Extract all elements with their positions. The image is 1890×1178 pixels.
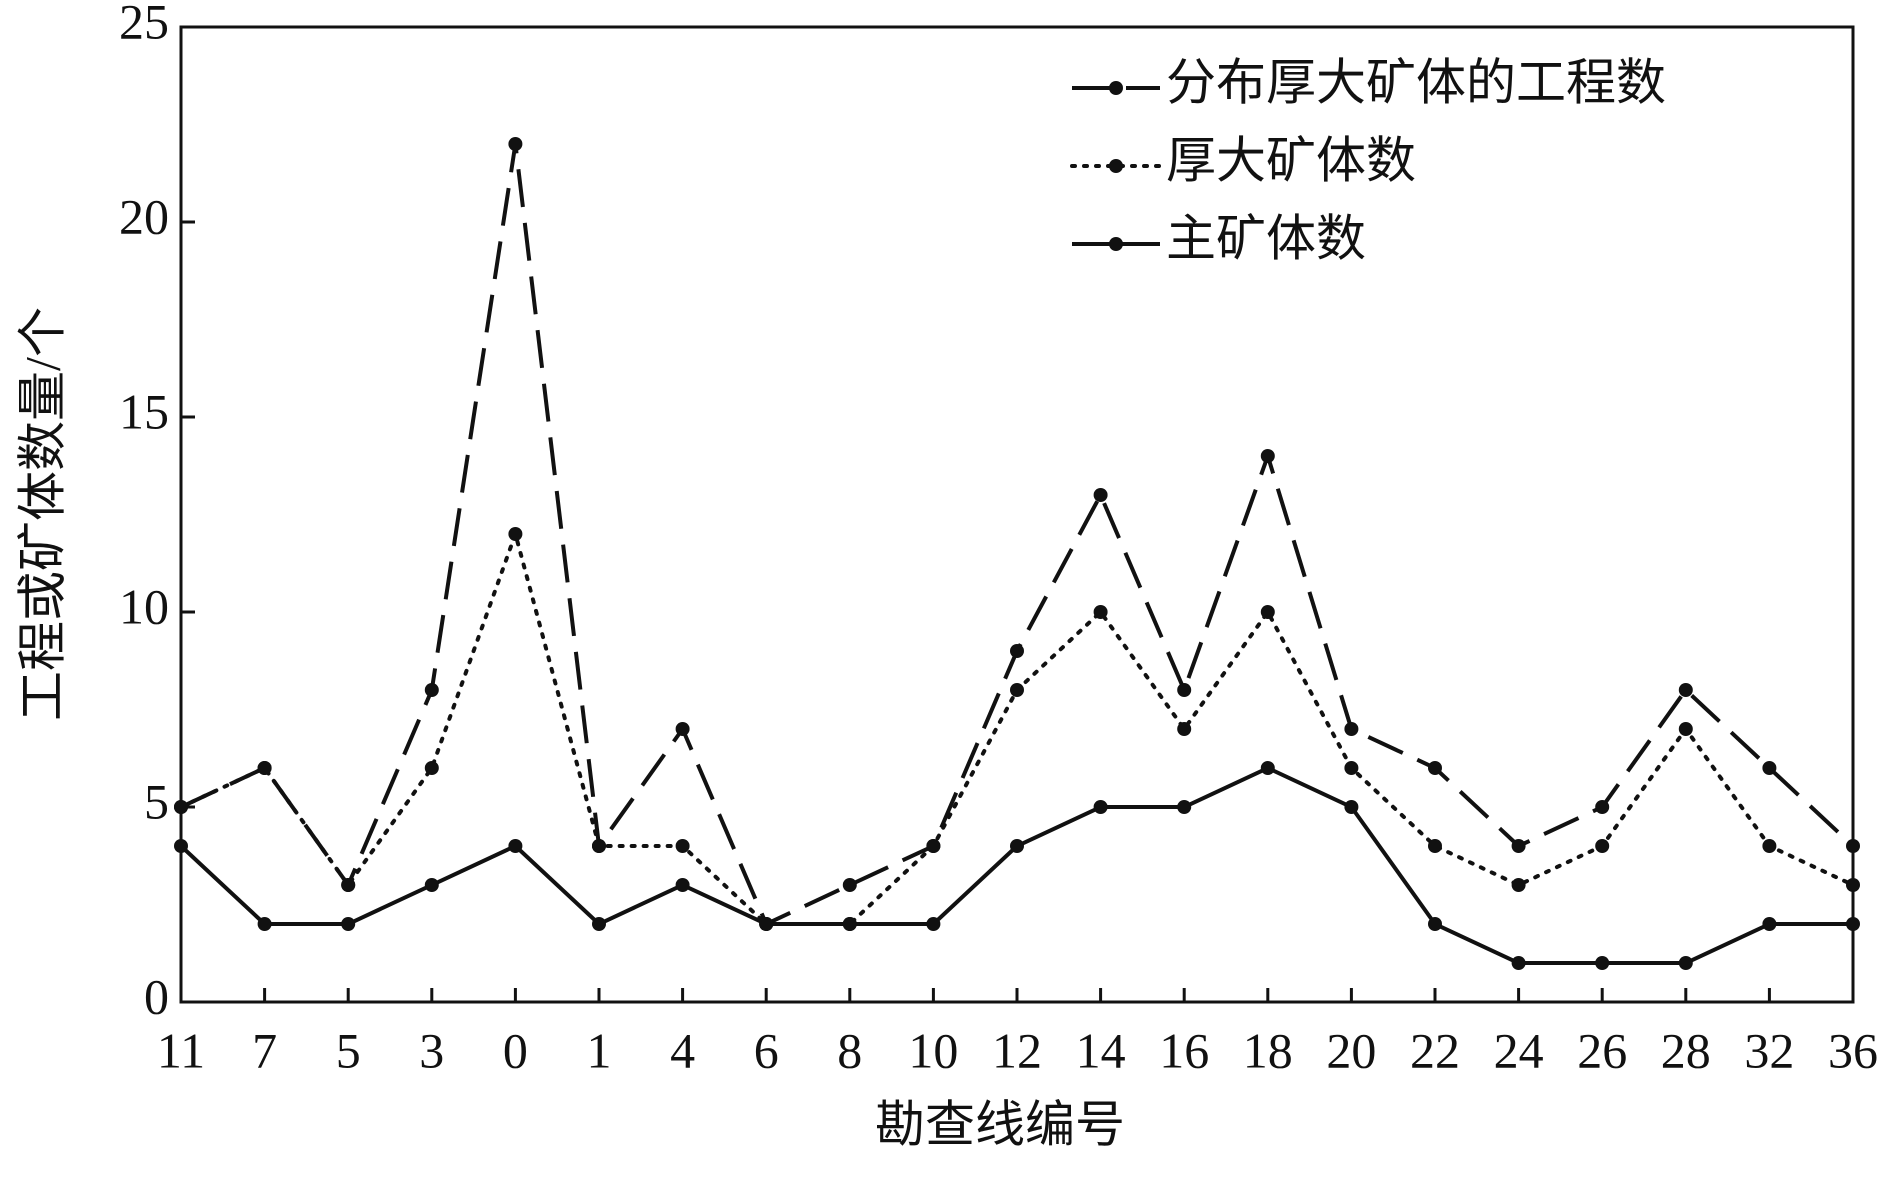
x-tick-label: 36 bbox=[1828, 1022, 1878, 1078]
series-line bbox=[179, 532, 1855, 926]
data-point bbox=[759, 917, 774, 931]
data-point bbox=[1177, 722, 1192, 736]
data-point bbox=[842, 917, 857, 931]
data-point bbox=[592, 917, 606, 931]
legend-label: 主矿体数 bbox=[1166, 210, 1366, 266]
data-point bbox=[1177, 683, 1192, 697]
data-point bbox=[257, 917, 272, 931]
data-point bbox=[1260, 761, 1275, 775]
x-tick-label: 22 bbox=[1410, 1022, 1460, 1078]
data-point bbox=[1010, 839, 1024, 853]
data-point bbox=[424, 761, 439, 775]
data-point bbox=[926, 839, 941, 853]
data-point bbox=[1762, 917, 1777, 931]
data-point bbox=[1678, 722, 1693, 736]
data-point bbox=[1846, 917, 1860, 931]
legend-marker bbox=[1109, 159, 1123, 173]
data-point bbox=[174, 800, 188, 814]
x-tick-label: 26 bbox=[1577, 1022, 1627, 1078]
legend-label: 分布厚大矿体的工程数 bbox=[1166, 54, 1666, 110]
x-tick-label: 14 bbox=[1076, 1022, 1126, 1078]
data-point bbox=[257, 761, 272, 775]
data-point bbox=[1595, 956, 1610, 970]
legend-marker bbox=[1109, 237, 1123, 251]
data-point bbox=[1093, 800, 1108, 814]
x-tick-label: 28 bbox=[1661, 1022, 1711, 1078]
data-point bbox=[341, 878, 356, 892]
data-point bbox=[1428, 761, 1442, 775]
x-tick-label: 4 bbox=[670, 1022, 695, 1078]
x-tick-label: 32 bbox=[1744, 1022, 1794, 1078]
data-point bbox=[1260, 449, 1275, 463]
data-point bbox=[1846, 878, 1860, 892]
data-point bbox=[508, 527, 523, 541]
data-point bbox=[1344, 800, 1359, 814]
x-tick-label: 8 bbox=[837, 1022, 862, 1078]
data-point bbox=[1511, 956, 1526, 970]
x-tick-label: 20 bbox=[1326, 1022, 1376, 1078]
data-point bbox=[1260, 605, 1275, 619]
data-point bbox=[341, 917, 356, 931]
x-tick-label: 5 bbox=[336, 1022, 361, 1078]
data-point bbox=[424, 683, 439, 697]
y-tick-label: 0 bbox=[144, 968, 169, 1024]
data-point bbox=[1762, 761, 1777, 775]
series-line bbox=[179, 766, 1853, 965]
x-tick-label: 6 bbox=[754, 1022, 779, 1078]
data-point bbox=[174, 839, 188, 853]
x-tick-label: 10 bbox=[908, 1022, 958, 1078]
x-axis-label: 勘查线编号 bbox=[875, 1096, 1125, 1152]
x-tick-label: 18 bbox=[1243, 1022, 1293, 1078]
x-tick-label: 1 bbox=[587, 1022, 612, 1078]
data-point bbox=[675, 878, 690, 892]
y-tick-label: 5 bbox=[144, 773, 169, 829]
data-point bbox=[1177, 800, 1192, 814]
data-point bbox=[1093, 488, 1108, 502]
data-point bbox=[1511, 839, 1526, 853]
x-tick-label: 3 bbox=[419, 1022, 444, 1078]
data-point bbox=[1846, 839, 1860, 853]
y-tick-label: 10 bbox=[119, 578, 169, 634]
data-point bbox=[1511, 878, 1526, 892]
x-tick-label: 12 bbox=[992, 1022, 1042, 1078]
data-point bbox=[1344, 761, 1359, 775]
y-tick-label: 25 bbox=[119, 0, 169, 49]
data-point bbox=[592, 839, 606, 853]
data-point bbox=[1010, 644, 1024, 658]
data-point bbox=[675, 722, 690, 736]
x-tick-label: 16 bbox=[1159, 1022, 1209, 1078]
legend-label: 厚大矿体数 bbox=[1166, 132, 1416, 188]
data-point bbox=[1428, 839, 1442, 853]
y-tick-label: 20 bbox=[119, 188, 169, 244]
data-point bbox=[1093, 605, 1108, 619]
data-point bbox=[508, 839, 523, 853]
data-point bbox=[842, 878, 857, 892]
data-point bbox=[424, 878, 439, 892]
x-tick-label: 11 bbox=[157, 1022, 205, 1078]
data-point bbox=[1428, 917, 1442, 931]
data-point bbox=[1344, 722, 1359, 736]
plot-frame bbox=[179, 25, 1855, 1004]
x-tick-label: 24 bbox=[1494, 1022, 1544, 1078]
data-point bbox=[508, 137, 523, 151]
data-point bbox=[1762, 839, 1777, 853]
data-point bbox=[926, 917, 941, 931]
y-axis-label: 工程或矿体数量/个 bbox=[14, 307, 70, 721]
data-point bbox=[1595, 800, 1610, 814]
x-tick-label: 7 bbox=[252, 1022, 277, 1078]
data-point bbox=[1595, 839, 1610, 853]
x-tick-label: 0 bbox=[503, 1022, 528, 1078]
data-point bbox=[1678, 956, 1693, 970]
y-tick-label: 15 bbox=[119, 383, 169, 439]
legend-marker bbox=[1109, 81, 1123, 95]
data-point bbox=[1010, 683, 1024, 697]
data-point bbox=[1678, 683, 1693, 697]
data-point bbox=[675, 839, 690, 853]
